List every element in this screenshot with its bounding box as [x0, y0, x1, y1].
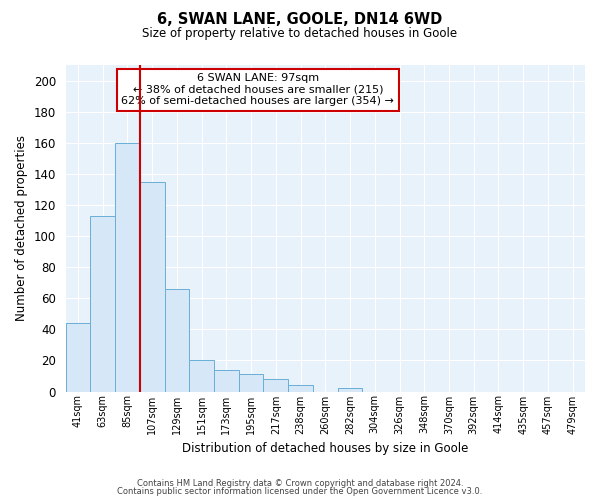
Text: Size of property relative to detached houses in Goole: Size of property relative to detached ho…: [142, 28, 458, 40]
Bar: [115, 142, 140, 392]
Bar: [190, 360, 214, 392]
Bar: [91, 216, 115, 392]
Bar: [239, 374, 263, 392]
Bar: [338, 388, 362, 392]
Text: 6 SWAN LANE: 97sqm
← 38% of detached houses are smaller (215)
62% of semi-detach: 6 SWAN LANE: 97sqm ← 38% of detached hou…: [121, 73, 394, 106]
Text: Contains HM Land Registry data © Crown copyright and database right 2024.: Contains HM Land Registry data © Crown c…: [137, 478, 463, 488]
Bar: [263, 379, 288, 392]
X-axis label: Distribution of detached houses by size in Goole: Distribution of detached houses by size …: [182, 442, 469, 455]
Bar: [288, 386, 313, 392]
Text: 6, SWAN LANE, GOOLE, DN14 6WD: 6, SWAN LANE, GOOLE, DN14 6WD: [157, 12, 443, 28]
Bar: [140, 182, 164, 392]
Bar: [214, 370, 239, 392]
Bar: [65, 323, 91, 392]
Text: Contains public sector information licensed under the Open Government Licence v3: Contains public sector information licen…: [118, 487, 482, 496]
Bar: [164, 289, 190, 392]
Y-axis label: Number of detached properties: Number of detached properties: [15, 136, 28, 322]
